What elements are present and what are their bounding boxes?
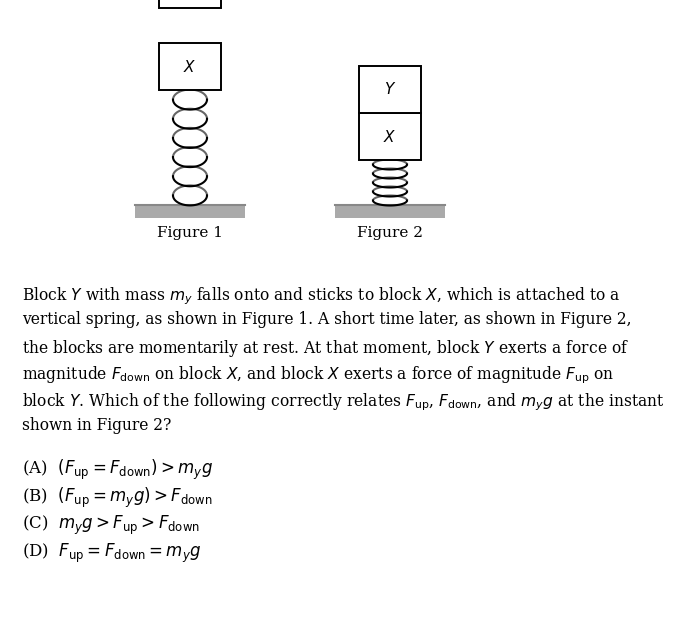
Text: $X$: $X$ [383,129,396,144]
Text: (C)  $m_y g > F_{\rm up} > F_{\rm down}$: (C) $m_y g > F_{\rm up} > F_{\rm down}$ [22,514,200,537]
Text: block $Y$. Which of the following correctly relates $F_{\rm up}$, $F_{\rm down}$: block $Y$. Which of the following correc… [22,391,664,413]
Bar [335,205,445,218]
Bar [359,66,421,113]
Text: Figure 2: Figure 2 [357,226,423,240]
Text: vertical spring, as shown in Figure 1. A short time later, as shown in Figure 2,: vertical spring, as shown in Figure 1. A… [22,312,631,329]
Text: $Y$: $Y$ [384,82,396,98]
Text: (B)  $(F_{\rm up} = m_y g) > F_{\rm down}$: (B) $(F_{\rm up} = m_y g) > F_{\rm down}… [22,486,212,510]
Text: (A)  $(F_{\rm up} = F_{\rm down}) > m_y g$: (A) $(F_{\rm up} = F_{\rm down}) > m_y g… [22,458,213,482]
Bar [159,43,221,90]
Text: the blocks are momentarily at rest. At that moment, block $Y$ exerts a force of: the blocks are momentarily at rest. At t… [22,338,629,359]
Bar [359,113,421,160]
Text: $X$: $X$ [183,58,196,75]
Text: (D)  $F_{\rm up} = F_{\rm down} = m_y g$: (D) $F_{\rm up} = F_{\rm down} = m_y g$ [22,542,201,565]
Bar [135,205,245,218]
Bar [159,0,221,8]
Text: Block $Y$ with mass $m_y$ falls onto and sticks to block $X$, which is attached : Block $Y$ with mass $m_y$ falls onto and… [22,285,620,307]
Text: Figure 1: Figure 1 [157,226,223,240]
Text: shown in Figure 2?: shown in Figure 2? [22,418,171,435]
Text: magnitude $F_{\rm down}$ on block $X$, and block $X$ exerts a force of magnitude: magnitude $F_{\rm down}$ on block $X$, a… [22,364,614,386]
